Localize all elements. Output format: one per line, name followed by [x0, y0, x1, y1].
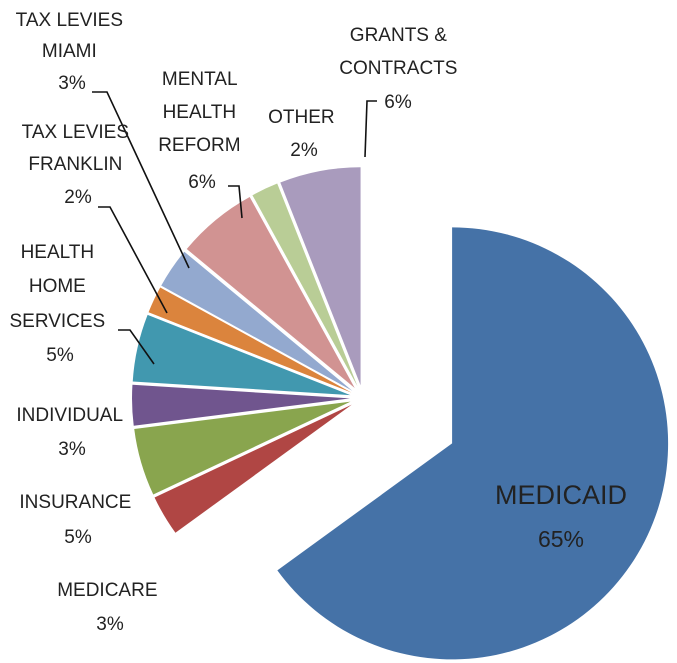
- pie-slice-tax-levies-franklin: [148, 287, 352, 393]
- label-tax-levies-miami: TAX LEVIES MIAMI 3%: [16, 10, 129, 94]
- data-labels: TAX LEVIES MIAMI 3% TAX LEVIES FRANKLIN …: [9, 10, 627, 635]
- leader-line-mental-health-reform: [228, 185, 243, 219]
- label-health-home-services: HEALTH HOME SERVICES 5%: [9, 242, 110, 366]
- label-mental-health-reform: MENTAL HEALTH REFORM 6%: [158, 69, 246, 193]
- leader-line-grants-contracts: [364, 100, 377, 158]
- pie-slice-medicare: [154, 404, 352, 533]
- pie-slice-grants-contracts: [280, 167, 361, 386]
- leader-line-tax-levies-franklin: [98, 206, 168, 314]
- label-individual: INDIVIDUAL 3%: [16, 405, 127, 460]
- pie-slice-insurance: [134, 401, 351, 495]
- leader-lines: [92, 91, 377, 365]
- label-other: OTHER 2%: [268, 107, 340, 161]
- label-insurance: INSURANCE 5%: [19, 492, 136, 548]
- label-tax-levies-franklin: TAX LEVIES FRANKLIN 2%: [22, 122, 135, 208]
- pie-slice-medicaid: [277, 227, 669, 660]
- pie-slice-health-home-services: [132, 314, 351, 396]
- pie-slice-individual: [132, 384, 351, 426]
- pie-slice-other: [252, 183, 358, 387]
- label-medicare: MEDICARE 3%: [57, 580, 163, 635]
- label-medicaid-percent: 65%: [538, 526, 584, 552]
- pie-slice-mental-health-reform: [186, 196, 355, 388]
- leader-line-tax-levies-miami: [92, 91, 190, 269]
- pie-slices: [132, 167, 669, 660]
- label-medicaid-name: MEDICAID: [495, 480, 627, 510]
- label-grants-contracts: GRANTS & CONTRACTS 6%: [339, 25, 463, 113]
- pie-slice-tax-levies-miami: [161, 251, 353, 391]
- leader-line-health-home-services: [118, 329, 155, 365]
